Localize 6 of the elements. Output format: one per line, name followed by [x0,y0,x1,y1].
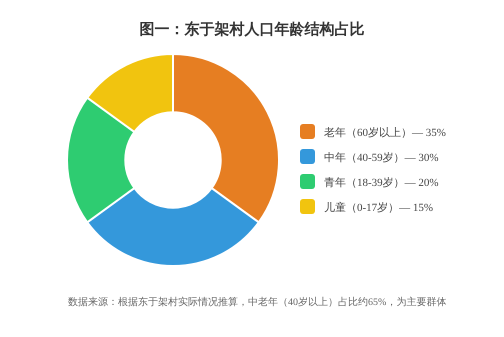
source-note: 数据来源：根据东于架村实际情况推算，中老年（40岁以上）占比约65%，为主要群体 [68,296,446,308]
legend-label: 儿童（0-17岁）— 15% [324,201,434,214]
chart-title: 图一：东于架村人口年龄结构占比 [140,20,364,38]
legend-label: 中年（40-59岁）— 30% [324,151,439,164]
legend-label: 老年（60岁以上）— 35% [324,126,446,139]
legend-label: 青年（18-39岁）— 20% [324,176,439,189]
